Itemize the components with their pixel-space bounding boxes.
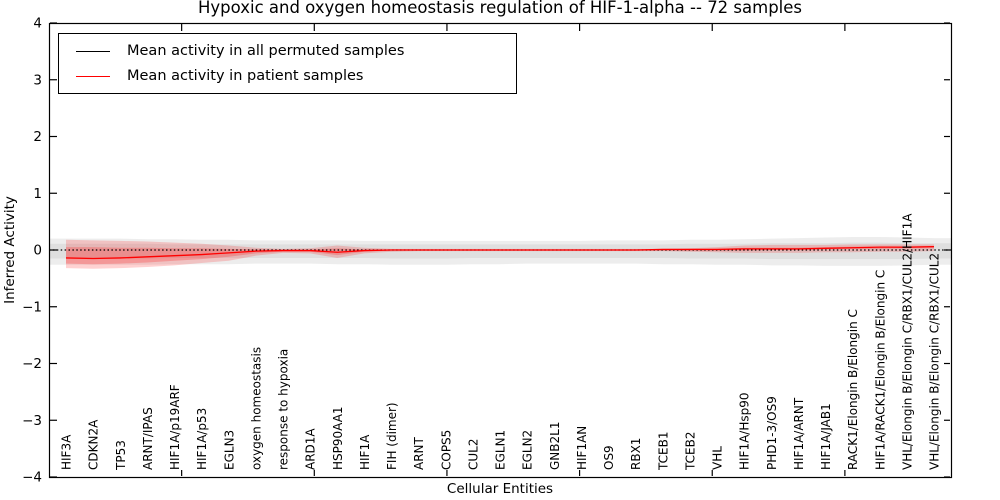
x-category-label: HIF1A/JAB1 — [819, 403, 833, 470]
x-category-label: EGLN2 — [521, 430, 535, 470]
y-tick-label: 4 — [33, 16, 42, 32]
band-permuted-inner — [49, 242, 951, 260]
x-category-label: VHL/Elongin B/Elongin C/RBX1/CUL2/HIF1A — [900, 213, 914, 470]
legend: Mean activity in all permuted samples Me… — [58, 33, 517, 94]
x-category-label: oxygen homeostasis — [249, 347, 263, 470]
chart-title: Hypoxic and oxygen homeostasis regulatio… — [197, 0, 803, 17]
x-category-label: GNB2L1 — [548, 422, 562, 470]
x-category-label: HSP90AA1 — [331, 406, 345, 470]
x-category-label: FIH (dimer) — [385, 402, 399, 470]
x-category-label: HIF3A — [60, 434, 74, 470]
x-category-label: COPS5 — [439, 430, 453, 470]
y-tick-label: 2 — [33, 129, 42, 145]
patient-line-swatch — [76, 75, 110, 77]
permuted-line-swatch — [76, 50, 110, 52]
x-category-label: RBX1 — [629, 438, 643, 470]
x-axis-label: Cellular Entities — [446, 481, 554, 497]
legend-row-patient: Mean activity in patient samples — [59, 68, 516, 84]
band-permuted-outer — [49, 236, 951, 266]
x-category-label: TCEB2 — [683, 432, 697, 471]
x-category-label: ARD1A — [304, 428, 318, 470]
x-category-label: TCEB1 — [656, 432, 670, 471]
x-category-label: HIF1A/RACK1/Elongin B/Elongin C — [873, 270, 887, 470]
x-category-label: PHD1-3/OS9 — [765, 396, 779, 470]
x-category-label: OS9 — [602, 445, 616, 470]
y-tick-label: −1 — [22, 299, 42, 315]
y-tick-label: 0 — [33, 243, 42, 259]
y-tick-label: 1 — [33, 186, 42, 202]
x-category-label: HIF1A/p53 — [195, 408, 209, 470]
legend-row-permuted: Mean activity in all permuted samples — [59, 43, 516, 59]
x-category-label: HIF1A/ARNT — [792, 397, 806, 470]
x-category-label: HIF1A/Hsp90 — [738, 392, 752, 470]
y-tick-label: −2 — [22, 356, 42, 372]
x-category-label: RACK1/Elongin B/Elongin C — [846, 309, 860, 470]
x-category-label: TP53 — [114, 440, 128, 471]
x-category-label: VHL/Elongin B/Elongin C/RBX1/CUL2 — [928, 253, 942, 470]
x-category-label: HIF1AN — [575, 426, 589, 470]
x-category-label: response to hypoxia — [277, 349, 291, 470]
x-category-label: VHL — [711, 446, 725, 470]
x-category-label: HIF1A/p19ARF — [168, 384, 182, 470]
x-category-label: EGLN1 — [494, 430, 508, 470]
x-category-label: ARNT — [412, 436, 426, 470]
x-category-label: CUL2 — [466, 439, 480, 470]
x-category-label: HIF1A — [358, 434, 372, 470]
y-tick-label: −4 — [22, 470, 42, 486]
y-axis-label: Inferred Activity — [2, 196, 18, 304]
legend-label-patient: Mean activity in patient samples — [127, 68, 364, 84]
y-tick-label: −3 — [22, 413, 42, 429]
x-category-label: ARNT/IPAS — [141, 407, 155, 470]
band-patient-outer — [66, 239, 934, 269]
x-category-label: CDKN2A — [87, 419, 101, 470]
series-line-patient — [65, 245, 935, 260]
y-tick-label: 3 — [33, 72, 42, 88]
legend-label-permuted: Mean activity in all permuted samples — [127, 43, 405, 59]
axes-border — [48, 22, 953, 479]
x-category-label: EGLN3 — [222, 430, 236, 470]
